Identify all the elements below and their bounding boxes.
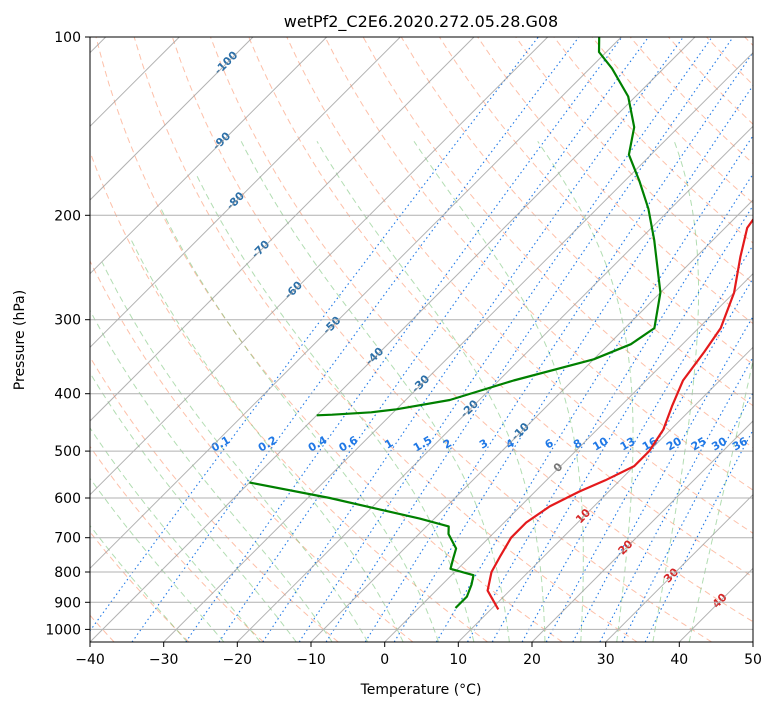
y-tick-label: 100 xyxy=(54,30,81,46)
mixing-ratio-line xyxy=(572,315,753,642)
dry-adiabat xyxy=(286,37,753,534)
dry-adiabat xyxy=(90,259,414,642)
moist-adiabat xyxy=(90,524,188,642)
y-tick-label: 500 xyxy=(54,444,81,460)
isotherm-line xyxy=(90,37,328,275)
y-tick-label: 700 xyxy=(54,531,81,547)
y-tick-label: 900 xyxy=(54,595,81,611)
isotherm-line xyxy=(90,37,696,642)
x-tick-label: −10 xyxy=(296,652,326,668)
y-tick-label: 200 xyxy=(54,208,81,224)
mixing-ratio-line xyxy=(545,277,753,642)
y-tick-label: 1000 xyxy=(45,622,81,638)
x-tick-label: 50 xyxy=(744,652,762,668)
y-tick-label: 300 xyxy=(54,313,81,329)
moist-adiabat xyxy=(195,173,475,642)
mixing-ratio-line xyxy=(185,37,623,642)
mixing-ratio-line xyxy=(435,134,753,642)
isotherm-line xyxy=(384,272,753,642)
x-tick-label: 40 xyxy=(670,652,688,668)
moist-adiabat xyxy=(90,427,261,642)
isotherm-line xyxy=(90,37,622,570)
y-tick-label: 800 xyxy=(54,565,81,581)
moist-adiabat xyxy=(130,239,404,642)
dry-adiabat xyxy=(90,445,264,642)
y-axis-label: Pressure (hPa) xyxy=(12,290,28,390)
dry-adiabat xyxy=(133,37,638,642)
y-tick-label: 600 xyxy=(54,491,81,507)
x-tick-label: 0 xyxy=(380,652,389,668)
chart-title: wetPf2_C2E6.2020.272.05.28.G08 xyxy=(284,12,558,32)
y-tick-label: 400 xyxy=(54,387,81,403)
mixing-ratio-line xyxy=(131,37,580,642)
x-tick-label: −20 xyxy=(223,652,253,668)
dry-adiabat xyxy=(248,37,753,578)
isotherm-line xyxy=(90,37,401,349)
isotherm-line xyxy=(236,125,753,642)
isotherm-line xyxy=(605,493,753,642)
isotherm-line xyxy=(90,37,475,422)
x-tick-label: −30 xyxy=(149,652,179,668)
isotherm-line xyxy=(90,37,254,201)
mixing-ratio-line xyxy=(262,37,684,642)
isotherm-line xyxy=(531,420,753,642)
dry-adiabat xyxy=(210,37,753,623)
moist-adiabat xyxy=(90,477,225,642)
mixing-ratio-line xyxy=(491,204,753,642)
dry-adiabat xyxy=(171,37,712,642)
mixing-ratio-line xyxy=(298,37,713,642)
mixing-ratio-line xyxy=(218,37,649,642)
isotherm-line xyxy=(752,641,753,642)
x-tick-label: 20 xyxy=(523,652,541,668)
isotherm-line xyxy=(163,51,753,642)
x-tick-label: 30 xyxy=(597,652,615,668)
dewpoint-profile xyxy=(316,37,662,417)
isotherm-line xyxy=(310,199,753,642)
isotherm-line xyxy=(457,346,753,642)
x-tick-label: −40 xyxy=(75,652,105,668)
isotherm-line xyxy=(90,37,549,496)
mixing-ratio-line xyxy=(364,51,753,642)
temperature-profile xyxy=(486,217,753,610)
moist-adiabat xyxy=(90,309,333,642)
dewpoint-profile xyxy=(249,481,475,609)
plot-background xyxy=(90,37,753,642)
dry-adiabat xyxy=(95,37,563,642)
dry-adiabat xyxy=(324,37,753,491)
dry-adiabat xyxy=(515,37,753,284)
x-axis-label: Temperature (°C) xyxy=(360,682,482,698)
x-tick-label: 10 xyxy=(449,652,467,668)
plot-frame xyxy=(89,36,754,643)
